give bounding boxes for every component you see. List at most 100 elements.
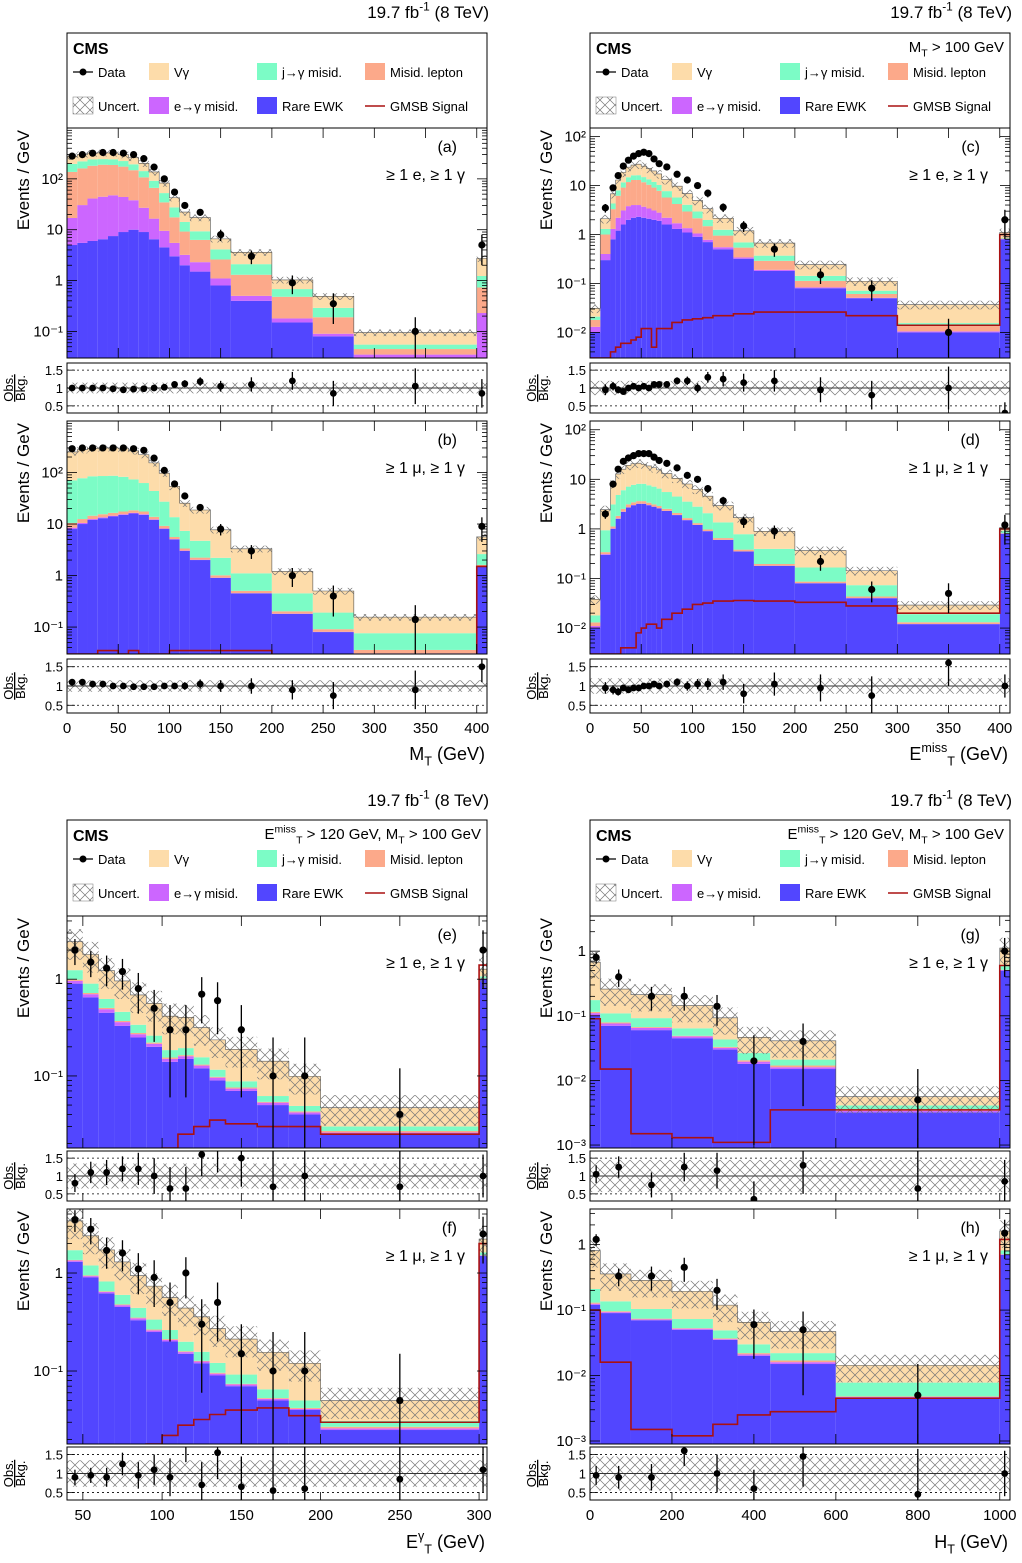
bar-vgamma [159,473,169,501]
x-tick-label: 50 [75,1507,92,1524]
ratio-point [868,392,875,399]
ratio-point [480,1173,487,1180]
ratio-point [1001,683,1008,690]
bar-jet-misid [646,485,651,502]
x-tick-label: 400 [987,720,1012,737]
bar-misid-lepton [651,504,656,506]
bar-jet-misid [67,1250,83,1260]
data-point [694,476,701,483]
bar-ele-misid [626,206,631,220]
bar-jet-misid [897,614,999,622]
bar-jet-misid [662,191,672,197]
legend-swatch-misid_lepton [888,850,908,867]
bar-misid-lepton [99,1291,115,1292]
ratio-point [330,692,337,699]
bar-jet-misid [139,483,149,511]
bar-jet-misid [98,159,108,165]
bar-rare-ewk [846,598,897,659]
bar-jet-misid [83,984,99,993]
ratio-point [214,1449,221,1456]
bar-rare-ewk [118,515,128,659]
bar-rare-ewk [651,507,656,659]
legend-swatch-ele_misid [149,97,169,114]
ratio-point [89,681,96,688]
bar-misid-lepton [77,168,87,205]
ratio-point [602,386,609,393]
bar-jet-misid [651,487,656,505]
data-point [119,968,126,975]
data-point [109,444,116,451]
bar-jet-misid [631,485,636,502]
x-axis-label: Eγ​T (GeV) [406,1529,485,1557]
bar-rare-ewk [98,239,108,363]
x-tick-label: 100 [157,720,182,737]
ratio-ylabel-bottom: Bkg. [536,375,551,401]
bar-misid-lepton [169,537,179,539]
bar-ele-misid [313,334,354,337]
data-point [197,209,204,216]
data-point [217,525,224,532]
data-point [396,1397,403,1404]
bar-rare-ewk [118,232,128,363]
legend-swatch-jet_misid [257,63,277,80]
bar-ele-misid [108,516,118,517]
bar-rare-ewk [149,520,159,659]
y-tick-label: 1 [578,1237,586,1254]
panel-label: (d) [960,432,980,449]
ratio-point [648,1474,655,1481]
bar-misid-lepton [657,506,662,508]
bar-jet-misid [272,593,313,611]
bar-jet-misid [703,513,713,529]
bar-ele-misid [672,1329,713,1330]
bar-jet-misid [713,522,733,538]
bar-jet-misid [210,558,230,576]
data-point [87,959,94,966]
bar-vgamma [169,486,179,517]
legend-swatch-jet_misid [780,63,800,80]
ratio-point [120,386,127,393]
panel-label: (h) [960,1220,980,1237]
ratio-point [87,1169,94,1176]
bar-jet-misid [626,177,631,182]
uncertainty-band [692,197,702,206]
bar-jet-misid [600,1013,631,1022]
ratio-point [135,1165,142,1172]
data-point [69,445,76,452]
bar-ele-misid [77,205,87,243]
ratio-point [648,1182,655,1189]
bar-jet-misid [590,1289,600,1303]
ratio-ylabel-bottom: Bkg. [536,673,551,699]
uncertainty-band [713,214,733,223]
ratio-area [590,367,1010,417]
y-tick-label: 1 [578,521,586,538]
bar-ele-misid [146,1330,162,1332]
bar-ele-misid [98,517,108,518]
bar-ele-misid [139,208,149,232]
ratio-point [161,683,168,690]
legend-data-marker [80,69,87,76]
bar-rare-ewk [190,560,210,659]
panel-label: (c) [961,139,980,156]
y-tick-label: 10² [41,171,63,188]
bar-misid-lepton [713,236,733,248]
data-point [198,991,205,998]
legend-label-rare_ewk: Rare EWK [805,99,867,114]
ratio-point [771,377,778,384]
ratio-point [602,685,609,692]
ratio-point [301,1173,308,1180]
y-tick-label: 10⁻² [556,324,586,341]
data-point [771,528,778,535]
uncertainty-band [631,460,636,469]
ratio-point [248,381,255,388]
bar-misid-lepton [115,1304,131,1305]
bar-jet-misid [118,477,128,512]
data-point [673,464,680,471]
bar-ele-misid [682,228,692,232]
bar-ele-misid [210,1078,226,1081]
bar-ele-misid [149,219,159,240]
bar-misid-lepton [682,518,692,520]
bar-jet-misid [621,182,626,187]
bar-ele-misid [99,1009,115,1013]
bar-ele-misid [713,247,733,249]
bar-jet-misid [600,530,610,552]
